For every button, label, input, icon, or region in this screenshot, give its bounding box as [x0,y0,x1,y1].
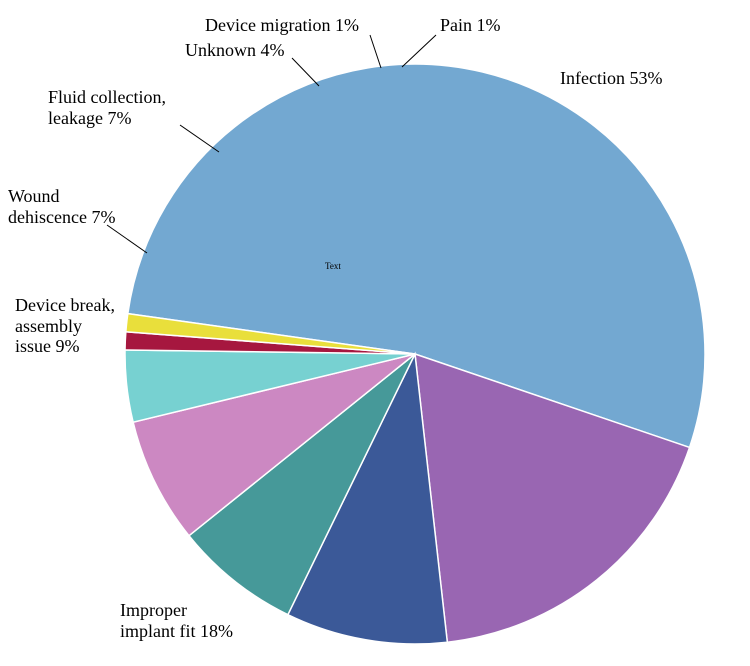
leader-line-4 [180,125,219,152]
slice-label-3: Wounddehiscence 7% [8,186,115,227]
slice-label-2: Device break,assemblyissue 9% [15,295,115,357]
slice-label-6: Device migration 1% [205,15,359,36]
pie-chart: Text Infection 53% Improperimplant fit 18… [0,0,750,666]
leader-line-5 [292,58,319,86]
leader-line-6 [370,35,381,68]
slice-label-5: Unknown 4% [185,40,285,61]
slice-label-0: Infection 53% [560,68,662,89]
leader-line-3 [107,225,147,253]
center-text: Text [325,261,341,271]
slice-label-7: Pain 1% [440,15,501,36]
slice-label-1: Improperimplant fit 18% [120,600,233,641]
leader-line-7 [402,35,436,67]
slice-label-4: Fluid collection,leakage 7% [48,87,166,128]
